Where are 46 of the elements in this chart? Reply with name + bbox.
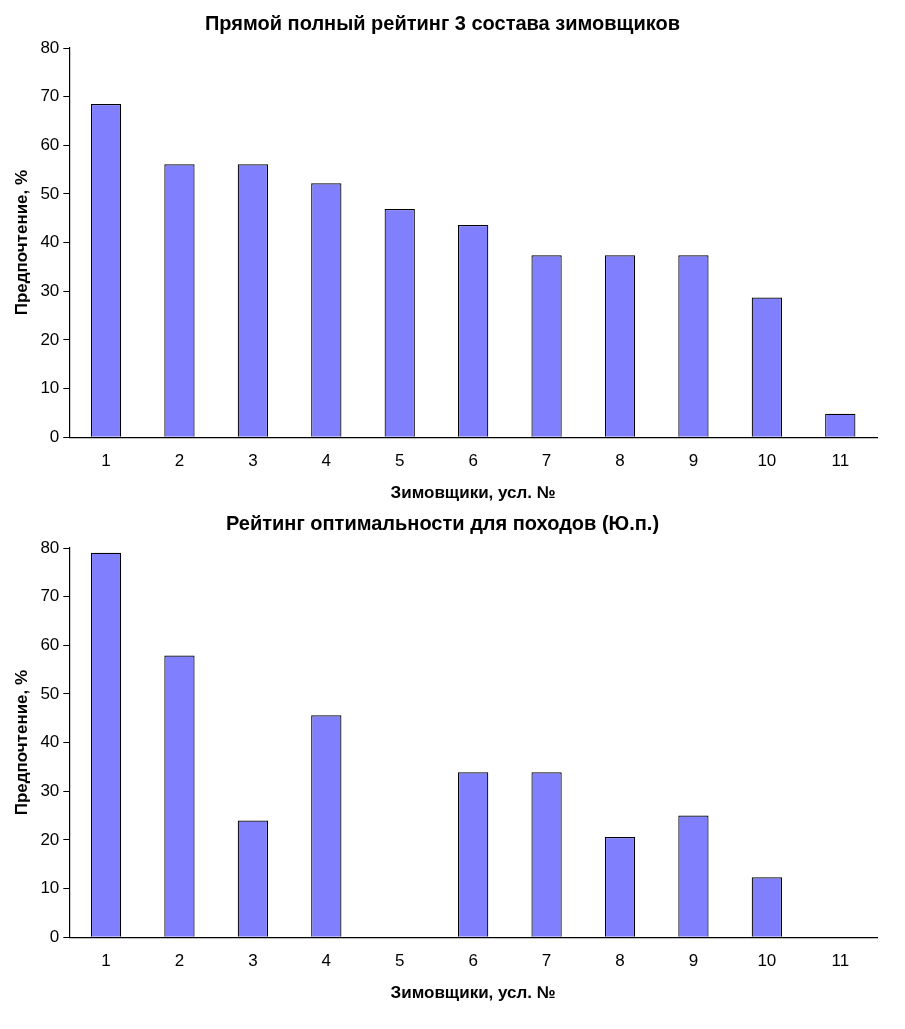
- x-tick-label: 7: [541, 451, 552, 471]
- x-tick-label: 5: [394, 951, 405, 971]
- chart-title: Прямой полный рейтинг 3 состава зимовщиков: [204, 11, 681, 34]
- x-tick-label: 1: [101, 451, 111, 471]
- x-tick-label: 5: [394, 451, 405, 471]
- y-tick-label: 20: [40, 829, 60, 849]
- x-tick-label: 6: [468, 451, 478, 471]
- x-tick-label: 7: [541, 951, 552, 971]
- x-tick-label: 11: [831, 951, 850, 971]
- y-tick-label: 10: [40, 378, 60, 398]
- x-tick-label: 4: [321, 451, 332, 471]
- y-tick-label: 10: [40, 878, 60, 898]
- y-tick-label: 40: [40, 732, 60, 752]
- x-tick-label: 2: [174, 451, 185, 471]
- x-tick-label: 8: [615, 451, 625, 471]
- y-axis-title: Предпочтение, %: [11, 169, 31, 316]
- y-axis-title: Предпочтение, %: [11, 669, 31, 816]
- x-axis-title: Зимовщики, усл. №: [390, 983, 556, 1003]
- y-tick-label: 0: [49, 926, 60, 946]
- x-tick-label: 3: [248, 451, 258, 471]
- x-tick-label: 4: [321, 951, 332, 971]
- x-tick-label: 9: [688, 451, 699, 471]
- x-tick-label: 3: [248, 951, 258, 971]
- y-tick-label: 30: [40, 280, 60, 300]
- y-tick-label: 0: [49, 426, 60, 446]
- x-tick-label: 11: [831, 451, 850, 471]
- y-tick-label: 70: [40, 86, 60, 106]
- y-tick-label: 50: [40, 183, 60, 203]
- y-tick-label: 40: [40, 232, 60, 252]
- y-tick-label: 70: [40, 586, 60, 606]
- x-tick-label: 8: [615, 951, 625, 971]
- x-tick-label: 6: [468, 951, 478, 971]
- y-tick-label: 80: [40, 37, 60, 57]
- y-tick-label: 50: [40, 683, 60, 703]
- x-tick-label: 1: [101, 951, 111, 971]
- y-tick-label: 60: [40, 134, 60, 154]
- x-tick-label: 10: [757, 451, 777, 471]
- x-axis-title: Зимовщики, усл. №: [390, 483, 556, 503]
- chart-title: Рейтинг оптимальности для походов (Ю.п.): [225, 511, 660, 534]
- y-tick-label: 60: [40, 634, 60, 654]
- y-tick-label: 20: [40, 329, 60, 349]
- x-tick-label: 2: [174, 951, 185, 971]
- x-tick-label: 10: [757, 951, 777, 971]
- y-tick-label: 80: [40, 537, 60, 557]
- x-tick-label: 9: [688, 951, 699, 971]
- y-tick-label: 30: [40, 780, 60, 800]
